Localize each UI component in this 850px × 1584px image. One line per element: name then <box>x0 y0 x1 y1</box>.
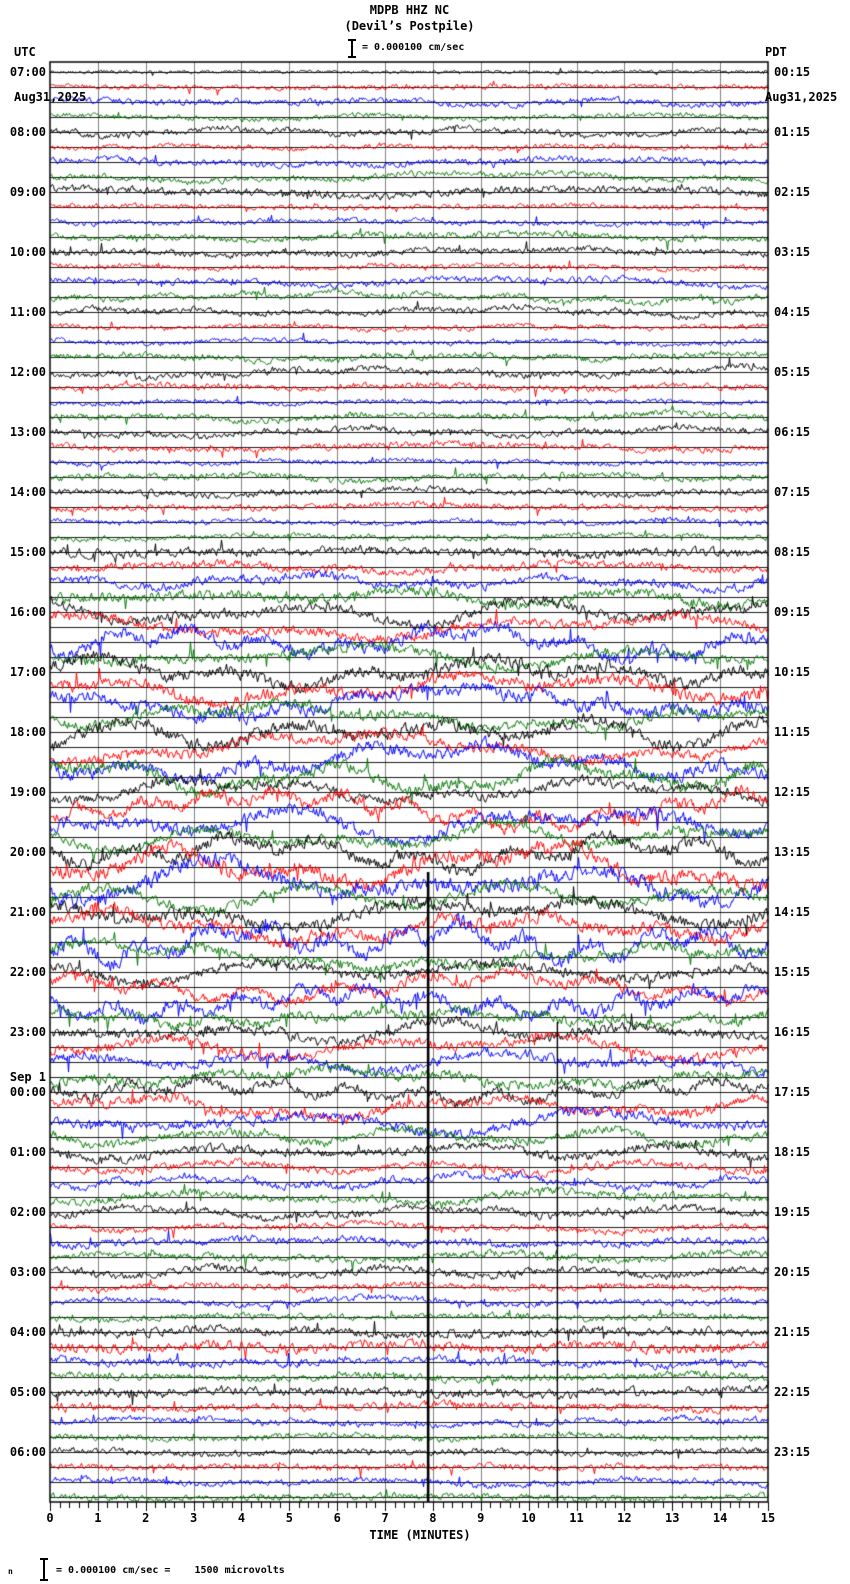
pdt-hour-label: 06:15 <box>774 425 811 439</box>
x-tick-label: 2 <box>142 1511 150 1525</box>
utc-hour-label: 07:00 <box>9 65 46 79</box>
pdt-hour-label: 02:15 <box>774 185 811 199</box>
pdt-hour-label: 11:15 <box>774 725 811 739</box>
pdt-hour-label: 07:15 <box>774 485 811 499</box>
x-tick-label: 7 <box>381 1511 389 1525</box>
utc-hour-label: 23:00 <box>9 1025 46 1039</box>
pdt-hour-label: 23:15 <box>774 1445 811 1459</box>
utc-hour-label: 03:00 <box>9 1265 46 1279</box>
utc-hour-label: 18:00 <box>9 725 46 739</box>
x-tick-label: 8 <box>429 1511 437 1525</box>
left-date: Aug31,2025 <box>14 90 87 104</box>
utc-hour-label: 13:00 <box>9 425 46 439</box>
utc-hour-label: 08:00 <box>9 125 46 139</box>
utc-hour-label: 09:00 <box>9 185 46 199</box>
pdt-hour-label: 08:15 <box>774 545 811 559</box>
utc-hour-label: 22:00 <box>9 965 46 979</box>
pdt-hour-label: 10:15 <box>774 665 811 679</box>
date-rollover-label: Sep 1 <box>9 1070 46 1084</box>
utc-hour-label: 16:00 <box>9 605 46 619</box>
footer-scale-equation: = 0.000100 cm/sec = 1500 microvolts <box>56 1565 285 1576</box>
x-tick-label: 4 <box>237 1511 246 1525</box>
utc-hour-label: 10:00 <box>9 245 46 259</box>
pdt-hour-label: 14:15 <box>774 905 811 919</box>
pdt-hour-label: 12:15 <box>774 785 811 799</box>
x-tick-label: 11 <box>569 1511 584 1525</box>
x-tick-label: 13 <box>665 1511 680 1525</box>
pdt-hour-label: 03:15 <box>774 245 811 259</box>
pdt-hour-label: 00:15 <box>774 65 811 79</box>
utc-hour-label: 12:00 <box>9 365 46 379</box>
right-timezone-block: PDT Aug31,2025 <box>765 15 837 120</box>
left-timezone-block: UTC Aug31,2025 <box>14 15 86 120</box>
pdt-hour-label: 01:15 <box>774 125 811 139</box>
utc-hour-label: 04:00 <box>9 1325 46 1339</box>
x-tick-label: 9 <box>477 1511 485 1525</box>
x-tick-label: 14 <box>712 1511 728 1525</box>
x-tick-label: 5 <box>285 1511 293 1525</box>
station-subtitle: (Devil’s Postpile) <box>344 19 475 33</box>
x-axis-title: TIME (MINUTES) <box>369 1528 471 1542</box>
pdt-hour-label: 20:15 <box>774 1265 811 1279</box>
left-timezone: UTC <box>14 45 36 59</box>
utc-hour-label: 19:00 <box>9 785 46 799</box>
pdt-hour-label: 21:15 <box>774 1325 811 1339</box>
pdt-hour-label: 22:15 <box>774 1385 811 1399</box>
pdt-hour-label: 05:15 <box>774 365 811 379</box>
right-timezone: PDT <box>765 45 787 59</box>
pdt-hour-label: 15:15 <box>774 965 811 979</box>
utc-hour-label: 06:00 <box>9 1445 46 1459</box>
x-tick-label: 12 <box>617 1511 632 1525</box>
pdt-hour-label: 04:15 <box>774 305 811 319</box>
footer-prefix-glyph: n <box>8 1567 13 1576</box>
pdt-hour-label: 13:15 <box>774 845 811 859</box>
utc-hour-label: 02:00 <box>9 1205 46 1219</box>
right-date: Aug31,2025 <box>765 90 838 104</box>
utc-hour-label: 15:00 <box>9 545 46 559</box>
x-tick-label: 15 <box>760 1511 776 1525</box>
scale-bar-icon <box>348 39 356 58</box>
station-title: MDPB HHZ NC <box>369 3 450 17</box>
x-tick-label: 3 <box>189 1511 198 1525</box>
x-tick-label: 1 <box>94 1511 102 1525</box>
pdt-hour-label: 18:15 <box>774 1145 811 1159</box>
scale-label: = 0.000100 cm/sec <box>362 42 465 53</box>
utc-hour-label: 05:00 <box>9 1385 46 1399</box>
utc-hour-label: 20:00 <box>9 845 46 859</box>
x-tick-label: 10 <box>521 1511 536 1525</box>
utc-hour-label: 17:00 <box>9 665 46 679</box>
utc-hour-label: 11:00 <box>9 305 46 319</box>
utc-hour-label: 14:00 <box>9 485 46 499</box>
pdt-hour-label: 16:15 <box>774 1025 811 1039</box>
pdt-hour-label: 17:15 <box>774 1085 811 1099</box>
utc-hour-label: 21:00 <box>9 905 46 919</box>
utc-hour-label: 00:00 <box>9 1085 46 1099</box>
x-tick-label: 6 <box>333 1511 341 1525</box>
x-tick-label: 0 <box>46 1511 54 1525</box>
utc-hour-label: 01:00 <box>9 1145 46 1159</box>
footer-scale-bar-icon <box>40 1558 48 1581</box>
pdt-hour-label: 09:15 <box>774 605 811 619</box>
pdt-hour-label: 19:15 <box>774 1205 811 1219</box>
